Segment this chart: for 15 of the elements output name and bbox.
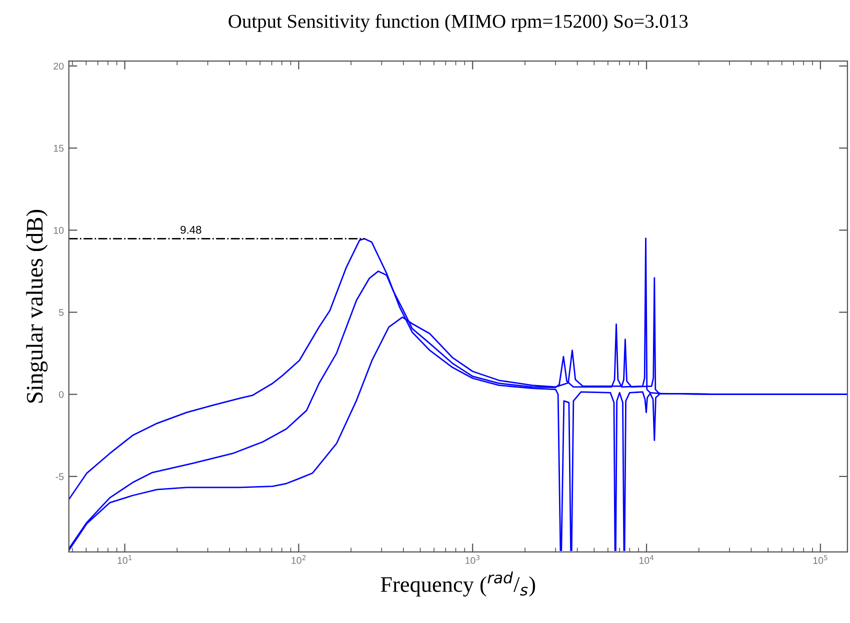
y-axis-title: Singular values (dB) [26,210,48,403]
y-tick-label: -5 [56,473,64,480]
annotation: 9.48 [180,226,202,234]
x-tick-label: 10$^{2}$ [292,555,306,564]
y-tick-label: 15 [54,144,64,152]
x-tick-label: 10$^{3}$ [466,555,480,564]
x-tick-label: 10$^{5}$ [813,555,828,564]
x-axis-title: Frequency ($^{rad}$/$_{s}$) [380,571,536,597]
y-tick-label: 5 [58,309,64,316]
x-tick-label: 10$^{4}$ [639,555,654,564]
y-tick-label: 20 [54,62,64,70]
y-tick-label: 10 [54,226,64,234]
y-tick-label: 0 [58,391,64,398]
x-tick-label: 10$^{1}$ [118,555,132,564]
chart-title: Output Sensitivity function (MIMO rpm=15200) So=3.013 [228,14,688,32]
